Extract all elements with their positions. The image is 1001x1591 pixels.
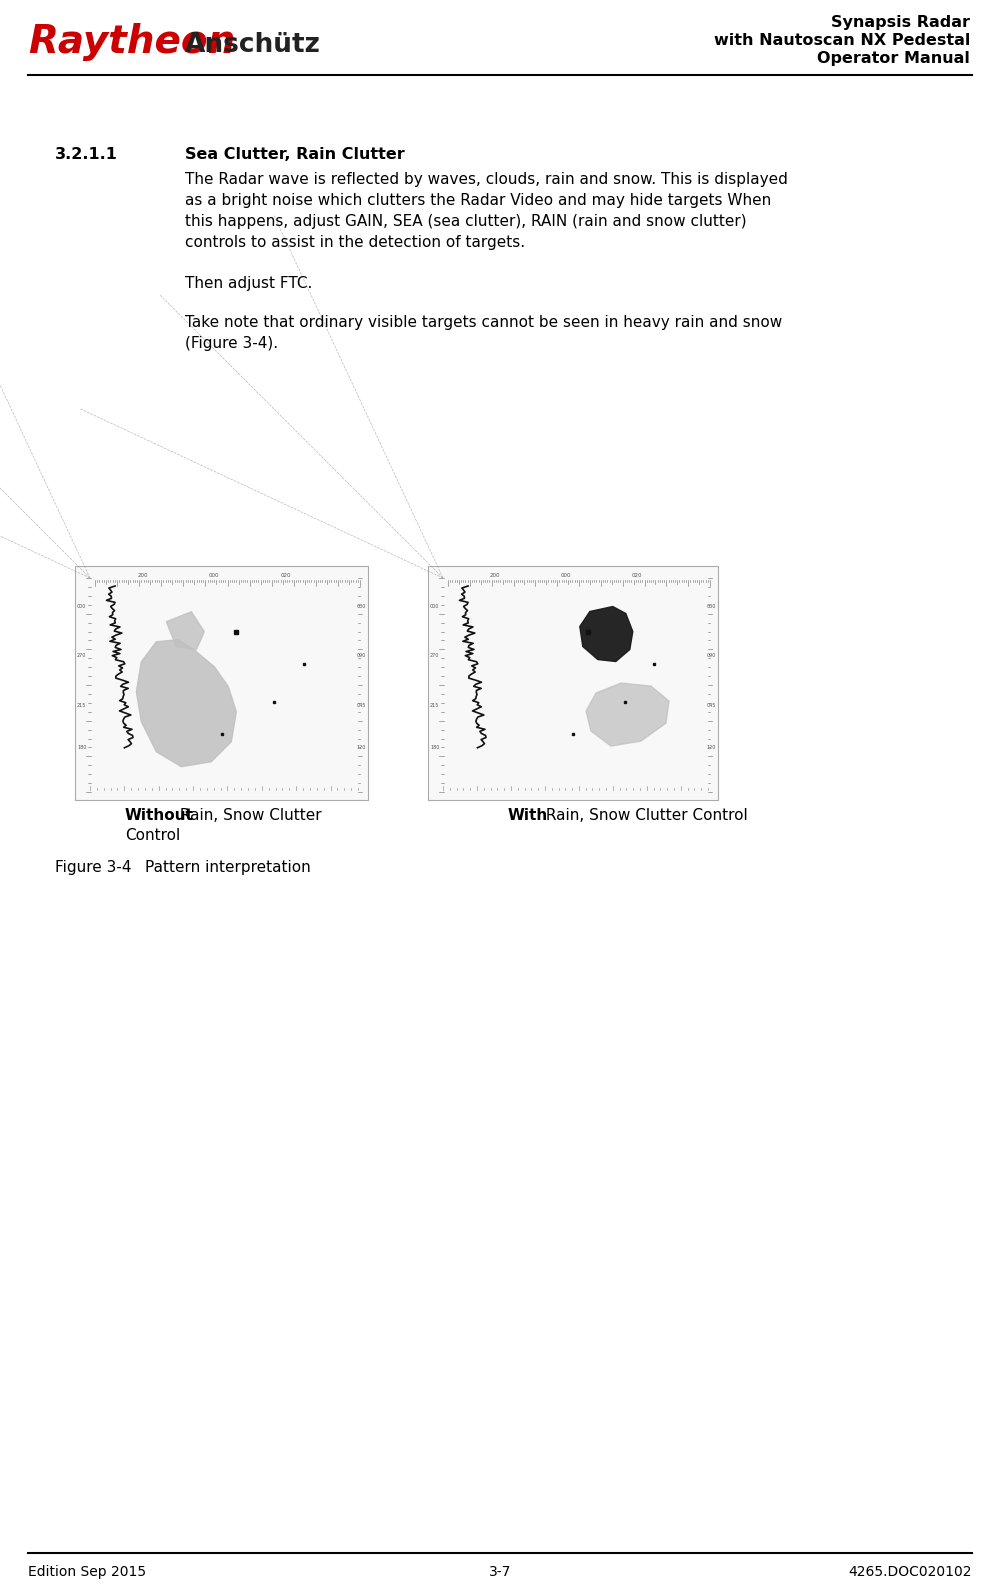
Text: 090: 090 <box>356 654 366 659</box>
Text: 215: 215 <box>430 703 439 708</box>
Text: controls to assist in the detection of targets.: controls to assist in the detection of t… <box>185 235 526 250</box>
Text: 180: 180 <box>430 746 439 751</box>
Text: Anschütz: Anschütz <box>185 32 321 57</box>
Text: 000: 000 <box>707 605 716 609</box>
Text: 045: 045 <box>356 703 366 708</box>
Text: Rain, Snow Clutter: Rain, Snow Clutter <box>175 808 321 823</box>
Text: 000: 000 <box>561 573 572 578</box>
Text: 090: 090 <box>707 654 716 659</box>
Text: 120: 120 <box>356 746 366 751</box>
Text: 200: 200 <box>137 573 148 578</box>
Text: Operator Manual: Operator Manual <box>817 51 970 65</box>
Text: 270: 270 <box>430 654 439 659</box>
Text: 215: 215 <box>77 703 86 708</box>
Text: 200: 200 <box>489 573 500 578</box>
Bar <box>75 566 368 800</box>
Text: with Nautoscan NX Pedestal: with Nautoscan NX Pedestal <box>714 33 970 48</box>
Polygon shape <box>586 683 669 746</box>
Text: Without: Without <box>125 808 194 823</box>
Text: 3.2.1.1: 3.2.1.1 <box>55 146 118 162</box>
Text: as a bright noise which clutters the Radar Video and may hide targets When: as a bright noise which clutters the Rad… <box>185 193 771 208</box>
Polygon shape <box>580 606 633 662</box>
Text: Edition Sep 2015: Edition Sep 2015 <box>28 1566 146 1578</box>
Text: Rain, Snow Clutter Control: Rain, Snow Clutter Control <box>541 808 748 823</box>
Text: 000: 000 <box>356 605 366 609</box>
Text: Pattern interpretation: Pattern interpretation <box>145 861 310 875</box>
Text: 020: 020 <box>280 573 291 578</box>
Text: Control: Control <box>125 827 180 843</box>
Polygon shape <box>166 611 204 649</box>
Text: The Radar wave is reflected by waves, clouds, rain and snow. This is displayed: The Radar wave is reflected by waves, cl… <box>185 172 788 188</box>
Text: 000: 000 <box>430 605 439 609</box>
Text: this happens, adjust GAIN, SEA (sea clutter), RAIN (rain and snow clutter): this happens, adjust GAIN, SEA (sea clut… <box>185 215 747 229</box>
Text: 120: 120 <box>707 746 716 751</box>
Text: 3-7: 3-7 <box>488 1566 512 1578</box>
Text: 000: 000 <box>77 605 86 609</box>
Bar <box>428 566 718 800</box>
Text: Figure 3-4: Figure 3-4 <box>55 861 131 875</box>
Text: Sea Clutter, Rain Clutter: Sea Clutter, Rain Clutter <box>185 146 404 162</box>
Text: 045: 045 <box>707 703 716 708</box>
Text: Take note that ordinary visible targets cannot be seen in heavy rain and snow: Take note that ordinary visible targets … <box>185 315 782 329</box>
Text: (Figure 3-4).: (Figure 3-4). <box>185 336 278 352</box>
Text: 000: 000 <box>209 573 219 578</box>
Polygon shape <box>136 640 236 767</box>
Text: Then adjust FTC.: Then adjust FTC. <box>185 275 312 291</box>
Text: Synapsis Radar: Synapsis Radar <box>831 14 970 30</box>
Text: With: With <box>508 808 549 823</box>
Text: 270: 270 <box>77 654 86 659</box>
Text: 4265.DOC020102: 4265.DOC020102 <box>849 1566 972 1578</box>
Text: 180: 180 <box>77 746 86 751</box>
Text: 020: 020 <box>632 573 642 578</box>
Text: Raytheon: Raytheon <box>28 22 235 60</box>
